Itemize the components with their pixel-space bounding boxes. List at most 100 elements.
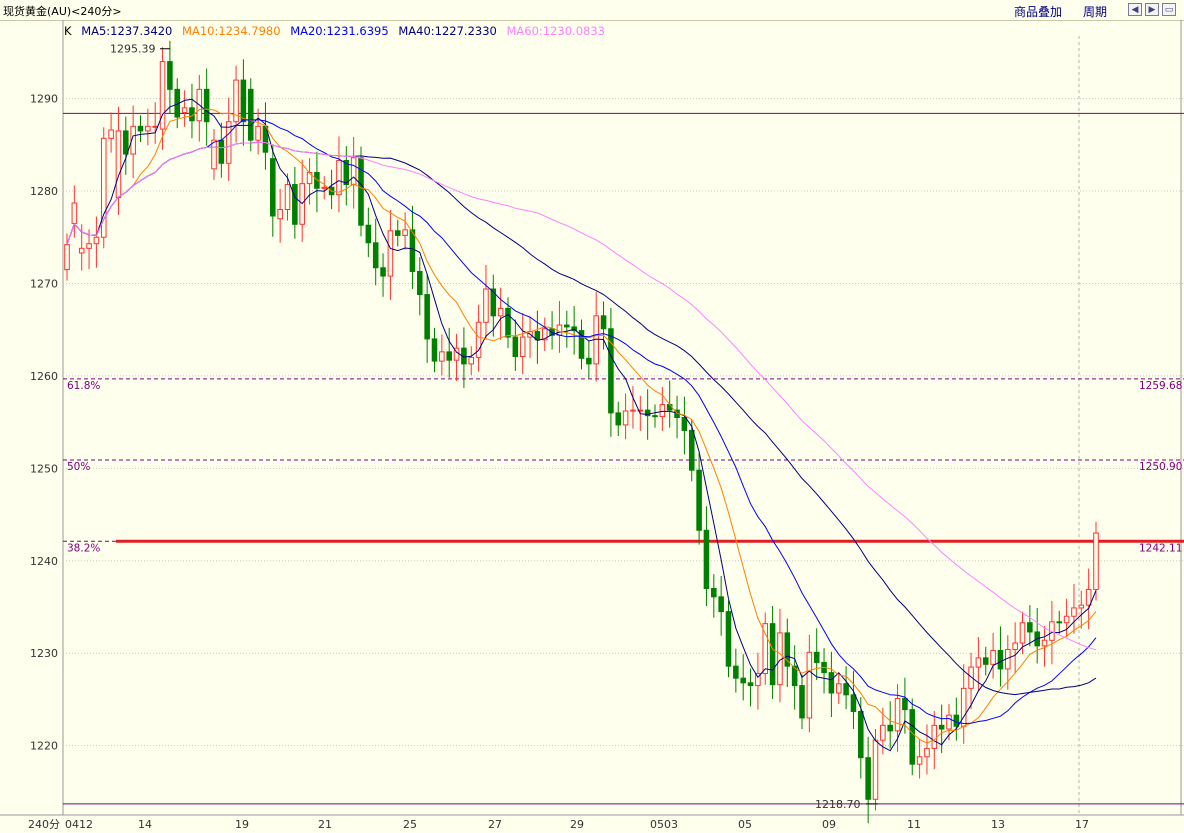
candle-body <box>365 224 372 244</box>
candle-body <box>725 611 732 667</box>
candle-body <box>145 125 151 132</box>
candle-body <box>586 357 592 365</box>
candle-body <box>571 326 577 332</box>
candle-body <box>152 125 158 128</box>
candle-body <box>637 409 644 412</box>
candle-body <box>394 230 401 236</box>
candle-body <box>86 243 92 249</box>
arrow-right-icon[interactable]: ▶ <box>1145 3 1159 16</box>
candle-body <box>108 129 114 139</box>
candle-body <box>321 186 328 189</box>
y-tick-label: 1290 <box>30 93 58 106</box>
candle-body <box>380 267 386 277</box>
candle-body <box>894 698 901 732</box>
candle-body <box>115 130 122 198</box>
candle-body <box>350 157 357 186</box>
candle-body <box>497 307 504 317</box>
candle-body <box>755 673 761 687</box>
candle-body <box>946 714 952 730</box>
candle-body <box>887 724 893 732</box>
candle-body <box>512 336 519 357</box>
x-tick-label: 0503 <box>650 818 678 831</box>
candle-body <box>417 270 423 296</box>
candle-body <box>608 328 614 414</box>
candle-body <box>769 623 776 686</box>
legend-k: K <box>64 24 72 38</box>
candle-body <box>666 404 673 411</box>
fib-value-label: 1242.11 <box>1139 542 1182 554</box>
candle-body <box>277 209 283 220</box>
candle-body <box>475 321 482 358</box>
candle-body <box>1027 622 1033 633</box>
overlay-button[interactable]: 商品叠加 <box>1014 5 1063 19</box>
candle-body <box>225 121 232 164</box>
candle-body <box>130 125 136 155</box>
candle-body <box>960 687 967 727</box>
candle-body <box>659 404 666 418</box>
candle-body <box>696 469 702 531</box>
y-tick-label: 1230 <box>30 647 58 660</box>
candle-body <box>711 588 717 598</box>
window-icon[interactable]: ▭ <box>1162 3 1176 16</box>
candle-body <box>813 651 820 663</box>
x-tick-label: 29 <box>570 818 584 831</box>
x-tick-label: 05 <box>738 818 752 831</box>
candle-body <box>1063 615 1070 624</box>
candle-body <box>622 410 629 426</box>
candle-body <box>137 125 144 132</box>
ma5-line <box>66 98 1097 752</box>
candle-body <box>858 710 864 759</box>
candle-body <box>880 724 886 741</box>
candle-body <box>872 739 879 800</box>
period-button[interactable]: 周期 <box>1083 5 1108 19</box>
period-label: 240分 <box>28 818 60 831</box>
candle-body <box>784 632 791 667</box>
candle-body <box>159 61 166 130</box>
candle-body <box>292 184 298 225</box>
candle-body <box>78 247 85 254</box>
candle-body <box>997 649 1004 670</box>
candle-body <box>424 294 430 340</box>
candle-body <box>483 288 489 323</box>
candle-body <box>1071 607 1077 617</box>
candle-body <box>747 682 754 687</box>
candle-body <box>578 330 585 359</box>
y-tick-label: 1280 <box>30 185 58 198</box>
candle-body <box>718 596 724 613</box>
candle-body <box>431 338 438 362</box>
candle-body <box>652 415 658 418</box>
x-tick-label: 27 <box>488 818 502 831</box>
title-bar: 现货黄金(AU)<240分> 商品叠加 周期 ◀ ▶ ▭ <box>0 0 1184 21</box>
arrow-left-icon[interactable]: ◀ <box>1128 3 1142 16</box>
chart-title: 现货黄金(AU)<240分> <box>3 5 122 18</box>
y-tick-label: 1270 <box>30 277 58 290</box>
fib-label: 38.2% <box>67 542 100 554</box>
candle-body <box>233 79 239 123</box>
candle-body <box>600 315 607 330</box>
candle-body <box>630 409 636 412</box>
candle-body <box>740 677 746 684</box>
y-tick-label: 1240 <box>30 555 58 568</box>
candle-body <box>990 649 996 665</box>
candle-body <box>64 244 70 271</box>
candle-body <box>968 666 974 689</box>
x-tick-label: 09 <box>822 818 836 831</box>
candle-body <box>181 107 188 113</box>
candle-body <box>402 229 408 236</box>
candle-body <box>240 79 247 123</box>
candle-body <box>439 351 445 362</box>
candle-body <box>468 356 475 365</box>
y-tick-label: 1260 <box>30 370 58 383</box>
candle-body <box>372 242 379 269</box>
legend-ma20: MA20:1231.6395 <box>290 24 389 38</box>
x-tick-label: 11 <box>907 818 921 831</box>
candle-body <box>688 429 695 471</box>
candle-body <box>211 139 217 170</box>
candle-body <box>835 683 842 694</box>
candle-body <box>564 324 570 328</box>
candle-body <box>1019 622 1026 644</box>
fib-value-label: 1250.90 <box>1139 461 1182 473</box>
candle-body <box>358 157 364 226</box>
candle-body <box>336 160 342 196</box>
